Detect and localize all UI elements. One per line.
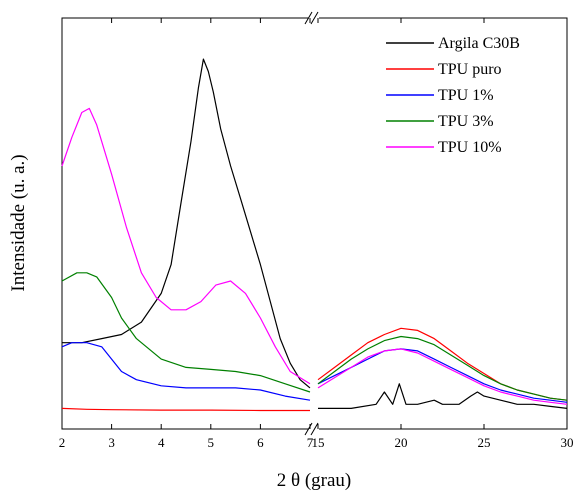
legend-label-tpu-10: TPU 10% xyxy=(438,139,502,156)
x-tick-6-label: 6 xyxy=(257,435,264,450)
series-argila-c30b-left xyxy=(62,58,311,389)
axis-break-slash-top-1 xyxy=(304,11,313,25)
plot-frame xyxy=(61,17,568,430)
series-tpu-1-left xyxy=(61,342,311,401)
x-tick-7-label: 7 xyxy=(307,435,314,450)
series-tpu-puro-left xyxy=(61,407,310,412)
axis-break-slash-top-2 xyxy=(310,11,319,25)
x-tick-2-label: 2 xyxy=(59,435,66,450)
x-ticks: 2 3 4 5 6 715 20 25 30 xyxy=(59,18,574,450)
legend: Argila C30B TPU puro TPU 1% TPU 3% TPU 10% xyxy=(386,35,520,156)
series-tpu-10-right xyxy=(317,348,568,405)
x-tick-5-label: 5 xyxy=(208,435,215,450)
series-tpu-10-left xyxy=(61,107,311,385)
x-tick-30-label: 30 xyxy=(561,435,574,450)
series-tpu-1-right xyxy=(317,348,568,403)
axis-break xyxy=(304,11,319,436)
x-tick-4-label: 4 xyxy=(158,435,165,450)
series-tpu-3-left xyxy=(61,272,311,393)
series-layer xyxy=(61,58,568,412)
legend-label-tpu-puro: TPU puro xyxy=(438,61,502,78)
y-axis-label: Intensidade (u. a.) xyxy=(8,154,29,291)
series-argila-c30b-right xyxy=(318,383,568,409)
axis-break-slash-bottom-2 xyxy=(310,422,319,436)
series-tpu-3-right xyxy=(317,335,568,401)
axis-break-slash-bottom-1 xyxy=(304,422,313,436)
x-tick-20-label: 20 xyxy=(395,435,408,450)
x-tick-25-label: 25 xyxy=(478,435,491,450)
x-axis-label: 2 θ (grau) xyxy=(277,470,352,491)
x-tick-15-label: 15 xyxy=(312,435,325,450)
legend-label-tpu-3: TPU 3% xyxy=(438,113,494,130)
x-tick-3-label: 3 xyxy=(108,435,115,450)
legend-label-argila-c30b: Argila C30B xyxy=(438,35,520,52)
legend-label-tpu-1: TPU 1% xyxy=(438,87,494,104)
